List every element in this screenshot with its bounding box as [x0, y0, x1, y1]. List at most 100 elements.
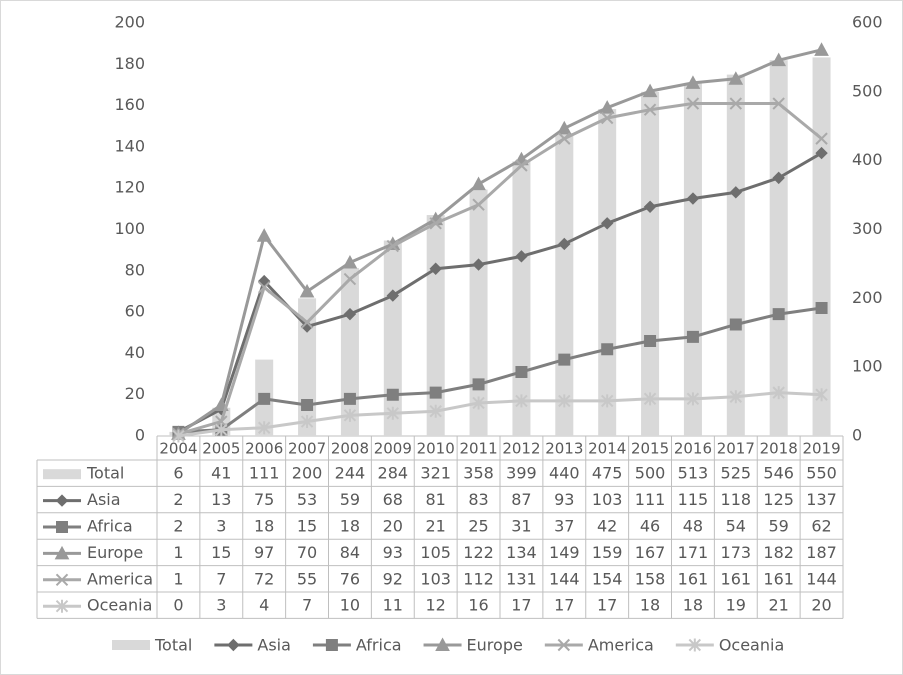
marker [729, 97, 743, 110]
table-cell: 53 [297, 490, 317, 509]
marker [815, 388, 828, 402]
marker [472, 396, 485, 410]
y2-tick-label: 500 [852, 81, 883, 100]
table-cell: 131 [506, 569, 537, 588]
marker [815, 132, 828, 145]
x-tick-label: 2007 [288, 440, 326, 458]
legend-marker [435, 637, 450, 651]
marker [257, 281, 271, 294]
table-cell: 105 [420, 543, 451, 562]
x-tick-label: 2006 [245, 440, 283, 458]
table-cell: 115 [678, 490, 709, 509]
table-row-label: Africa [87, 517, 133, 536]
marker [343, 272, 357, 286]
table-cell: 48 [683, 517, 703, 536]
table-cell: 55 [297, 569, 317, 588]
marker [772, 308, 785, 321]
bar [469, 189, 488, 436]
marker [643, 103, 657, 116]
legend-key [112, 640, 150, 650]
table-cell: 187 [806, 543, 837, 562]
marker [300, 316, 314, 329]
marker [300, 415, 314, 429]
legend-key [43, 469, 81, 480]
marker [558, 353, 571, 366]
table-cell: 17 [597, 596, 617, 615]
table-cell: 93 [554, 490, 574, 509]
table-cell: 17 [511, 596, 531, 615]
marker [642, 83, 658, 98]
table-cell: 525 [721, 464, 752, 483]
table-cell: 54 [726, 517, 746, 536]
table-cell: 37 [554, 517, 574, 536]
table-cell: 18 [683, 596, 703, 615]
marker [257, 421, 271, 435]
table-cell: 513 [678, 464, 709, 483]
marker [558, 132, 571, 145]
marker [600, 394, 614, 408]
marker [386, 388, 399, 401]
y2-tick-label: 0 [852, 426, 862, 445]
table-cell: 546 [763, 464, 794, 483]
x-tick-label: 2008 [331, 440, 369, 458]
y-tick-label: 160 [114, 95, 145, 114]
table-cell: 97 [254, 543, 274, 562]
table-cell: 161 [678, 569, 709, 588]
table-cell: 358 [463, 464, 494, 483]
marker [772, 171, 785, 185]
table-cell: 76 [340, 569, 360, 588]
y-tick-label: 0 [135, 426, 145, 445]
y2-tick-label: 400 [852, 150, 883, 169]
marker [686, 192, 700, 205]
marker [772, 386, 785, 400]
table-cell: 0 [173, 596, 183, 615]
x-tick-label: 2019 [802, 440, 840, 458]
line [178, 306, 822, 434]
marker [814, 42, 829, 56]
table-cell: 1 [173, 569, 183, 588]
marker [815, 146, 828, 160]
table-cell: 62 [811, 517, 831, 536]
marker [429, 404, 442, 418]
table-cell: 149 [549, 543, 580, 562]
marker [686, 392, 700, 406]
marker [600, 217, 614, 230]
marker [472, 258, 485, 271]
y-tick-label: 20 [125, 384, 145, 403]
table-row-label: Europe [87, 543, 143, 562]
table-cell: 87 [511, 490, 531, 509]
marker [556, 120, 572, 135]
table-cell: 161 [721, 569, 752, 588]
marker [343, 392, 356, 405]
legend-label: Oceania [719, 636, 784, 655]
table-cell: 399 [506, 464, 537, 483]
table-cell: 13 [211, 490, 231, 509]
table-cell: 111 [249, 464, 280, 483]
legend-marker [55, 573, 69, 587]
marker [429, 217, 442, 230]
table-cell: 122 [463, 543, 494, 562]
table-row-label: America [87, 569, 153, 588]
marker [643, 392, 657, 406]
bar [383, 240, 402, 436]
marker [815, 301, 828, 314]
line [178, 102, 823, 436]
table-cell: 440 [549, 464, 580, 483]
table-cell: 59 [340, 490, 360, 509]
table-cell: 103 [420, 569, 451, 588]
marker [472, 378, 485, 391]
marker [729, 318, 742, 331]
table-cell: 244 [335, 464, 366, 483]
table-cell: 3 [216, 517, 226, 536]
table-cell: 200 [292, 464, 323, 483]
x-tick-label: 2018 [760, 440, 798, 458]
marker [644, 335, 657, 348]
table-cell: 81 [426, 490, 446, 509]
table-cell: 75 [254, 490, 274, 509]
table-cell: 6 [173, 464, 183, 483]
legend-marker [55, 599, 69, 613]
table-cell: 284 [378, 464, 409, 483]
table-cell: 18 [340, 517, 360, 536]
bar [683, 82, 702, 436]
table-cell: 18 [640, 596, 660, 615]
